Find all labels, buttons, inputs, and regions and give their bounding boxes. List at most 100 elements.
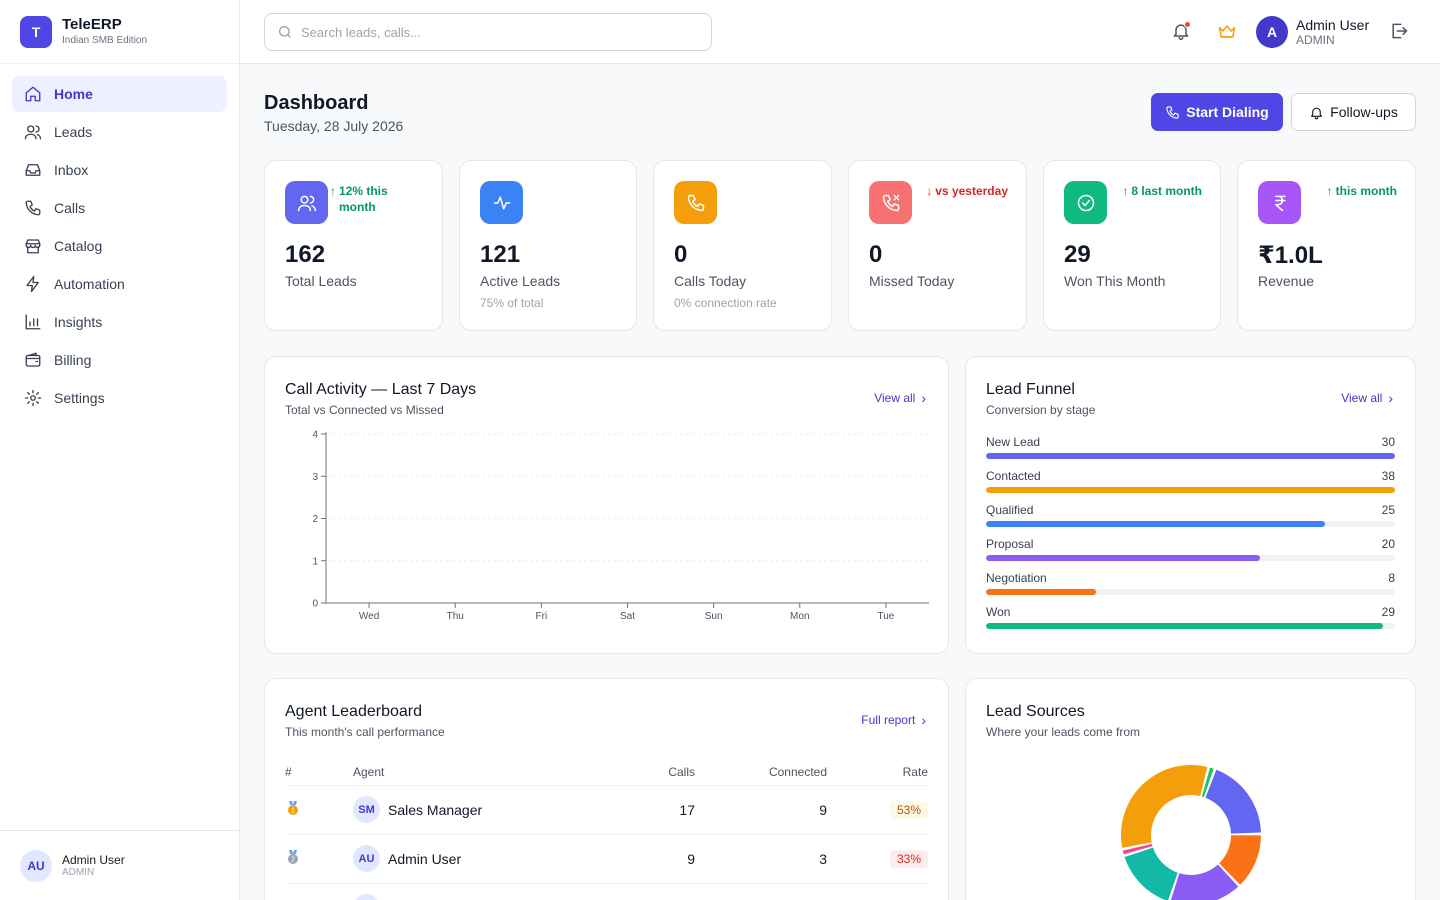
donut-slice[interactable]	[1122, 843, 1153, 855]
user-role: ADMIN	[1296, 32, 1335, 47]
logout-button[interactable]	[1388, 20, 1410, 42]
stat-icon-bg	[1258, 181, 1301, 224]
donut-slice[interactable]	[1170, 864, 1239, 900]
premium-button[interactable]	[1216, 20, 1238, 42]
sidebar: T TeleERP Indian SMB Edition Home Leads …	[0, 0, 240, 900]
stat-value: 162	[285, 241, 326, 268]
donut-slice[interactable]	[1124, 847, 1178, 900]
arrow-up-icon: ↑	[1326, 184, 1333, 198]
follow-ups-button[interactable]: Follow-ups	[1291, 93, 1416, 131]
stat-icon-bg	[674, 181, 717, 224]
connected-cell: 9	[695, 785, 827, 835]
donut-slice[interactable]	[1201, 767, 1214, 798]
table-row[interactable]: 1 SM Sales Manager 17 9 53%	[285, 785, 928, 835]
funnel-bar	[986, 453, 1395, 459]
search-box[interactable]	[264, 13, 712, 51]
arrow-up-icon: ↑	[1122, 184, 1129, 198]
stat-value: 0	[674, 241, 688, 268]
sidebar-item-calls[interactable]: Calls	[12, 190, 227, 226]
topbar-user[interactable]: A Admin User ADMIN	[1256, 16, 1369, 48]
search-input[interactable]	[301, 24, 681, 40]
button-label: Start Dialing	[1186, 104, 1269, 120]
avatar: AU	[353, 845, 380, 872]
funnel-track	[986, 589, 1395, 595]
card-title: Agent Leaderboard	[285, 703, 422, 720]
rank-cell: 2	[285, 834, 353, 884]
funnel-stage: New Lead 30	[986, 435, 1395, 459]
stat-card-active-leads[interactable]: 121 Active Leads 75% of total	[459, 160, 637, 331]
funnel-bar	[986, 487, 1395, 493]
funnel-track	[986, 555, 1395, 561]
sidebar-item-insights[interactable]: Insights	[12, 304, 227, 340]
donut-slice[interactable]	[1121, 765, 1208, 848]
lead-funnel-card: Lead Funnel Conversion by stage View all…	[965, 356, 1416, 654]
stat-label: Active Leads	[480, 273, 561, 289]
stat-trend-text: this month	[1335, 184, 1397, 198]
stat-card-calls-today[interactable]: 0 Calls Today 0% connection rate	[653, 160, 832, 331]
sidebar-user[interactable]: AU Admin User ADMIN	[0, 830, 239, 900]
funnel-stage-label: Won	[986, 605, 1011, 619]
rank-number: 2	[291, 857, 295, 864]
donut-slice[interactable]	[1219, 835, 1261, 885]
stat-icon-bg	[480, 181, 523, 224]
crown-icon	[1218, 25, 1236, 38]
funnel-stage-value: 20	[1381, 537, 1395, 551]
medal-gold-icon: 1	[288, 801, 298, 815]
call-activity-card: Call Activity — Last 7 Days Total vs Con…	[264, 356, 949, 654]
x-tick-label: Sun	[705, 611, 723, 622]
sidebar-item-label: Insights	[54, 314, 103, 330]
rank-number: 1	[291, 808, 295, 815]
inbox-icon	[24, 161, 42, 179]
check-circle-icon	[1077, 194, 1094, 211]
donut-slice[interactable]	[1205, 769, 1261, 834]
column-header: Connected	[695, 759, 827, 786]
stat-card-missed-today[interactable]: ↓ vs yesterday 0 Missed Today	[848, 160, 1027, 331]
sidebar-item-settings[interactable]: Settings	[12, 380, 227, 416]
link-label: Full report	[861, 713, 916, 727]
avatar: AU	[20, 849, 52, 882]
sidebar-item-label: Leads	[54, 124, 93, 140]
page-title: Dashboard	[264, 92, 369, 114]
sidebar-item-automation[interactable]: Automation	[12, 266, 227, 302]
column-header: Calls	[603, 759, 695, 786]
bar-chart-icon	[24, 313, 42, 331]
agent-cell: AU Admin User	[353, 834, 603, 884]
sidebar-item-home[interactable]: Home	[12, 76, 227, 112]
call-activity-chart: 0 1 2 3 4 Wed Thu Fri Sat Sun Mon Tue	[312, 430, 929, 622]
view-all-link[interactable]: View all ›	[874, 390, 926, 406]
funnel-stage-value: 8	[1388, 571, 1395, 585]
view-all-link[interactable]: View all ›	[1341, 390, 1393, 406]
sidebar-item-leads[interactable]: Leads	[12, 114, 227, 150]
sidebar-item-catalog[interactable]: Catalog	[12, 228, 227, 264]
chevron-right-icon: ›	[921, 712, 926, 728]
full-report-link[interactable]: Full report ›	[861, 712, 926, 728]
notification-button[interactable]	[1170, 20, 1192, 42]
x-tick-label: Mon	[790, 611, 809, 622]
funnel-track	[986, 623, 1395, 629]
table-row[interactable]: 2 AU Admin User 9 3 33%	[285, 834, 928, 884]
notification-dot	[1184, 21, 1191, 28]
stat-sub: 0% connection rate	[674, 296, 777, 310]
chevron-right-icon: ›	[921, 390, 926, 406]
stat-trend: ↓ vs yesterday	[926, 183, 1008, 199]
stat-icon-bg	[285, 181, 328, 224]
card-title: Call Activity — Last 7 Days	[285, 381, 477, 398]
bell-icon	[1173, 24, 1189, 41]
stat-trend: ↑ this month	[1327, 183, 1397, 199]
stat-icon-bg	[869, 181, 912, 224]
sidebar-item-inbox[interactable]: Inbox	[12, 152, 227, 188]
sidebar-item-billing[interactable]: Billing	[12, 342, 227, 378]
stat-card-total-leads[interactable]: ↑ 12% this month 162 Total Leads	[264, 160, 443, 331]
start-dialing-button[interactable]: Start Dialing	[1151, 93, 1283, 131]
logout-icon	[1392, 23, 1408, 39]
users-icon	[24, 123, 42, 141]
stat-card-won-this-month[interactable]: ↑ 8 last month 29 Won This Month	[1043, 160, 1221, 331]
lead-sources-donut-chart	[1121, 765, 1261, 900]
x-tick-label: Fri	[536, 611, 548, 622]
user-name: Admin User	[1296, 16, 1370, 33]
stat-card-revenue[interactable]: ↑ this month ₹1.0L Revenue	[1237, 160, 1416, 331]
funnel-stage-label: Contacted	[986, 469, 1041, 483]
x-tick-label: Thu	[447, 611, 464, 622]
table-row[interactable]	[285, 883, 928, 900]
funnel-stage: Qualified 25	[986, 503, 1395, 527]
